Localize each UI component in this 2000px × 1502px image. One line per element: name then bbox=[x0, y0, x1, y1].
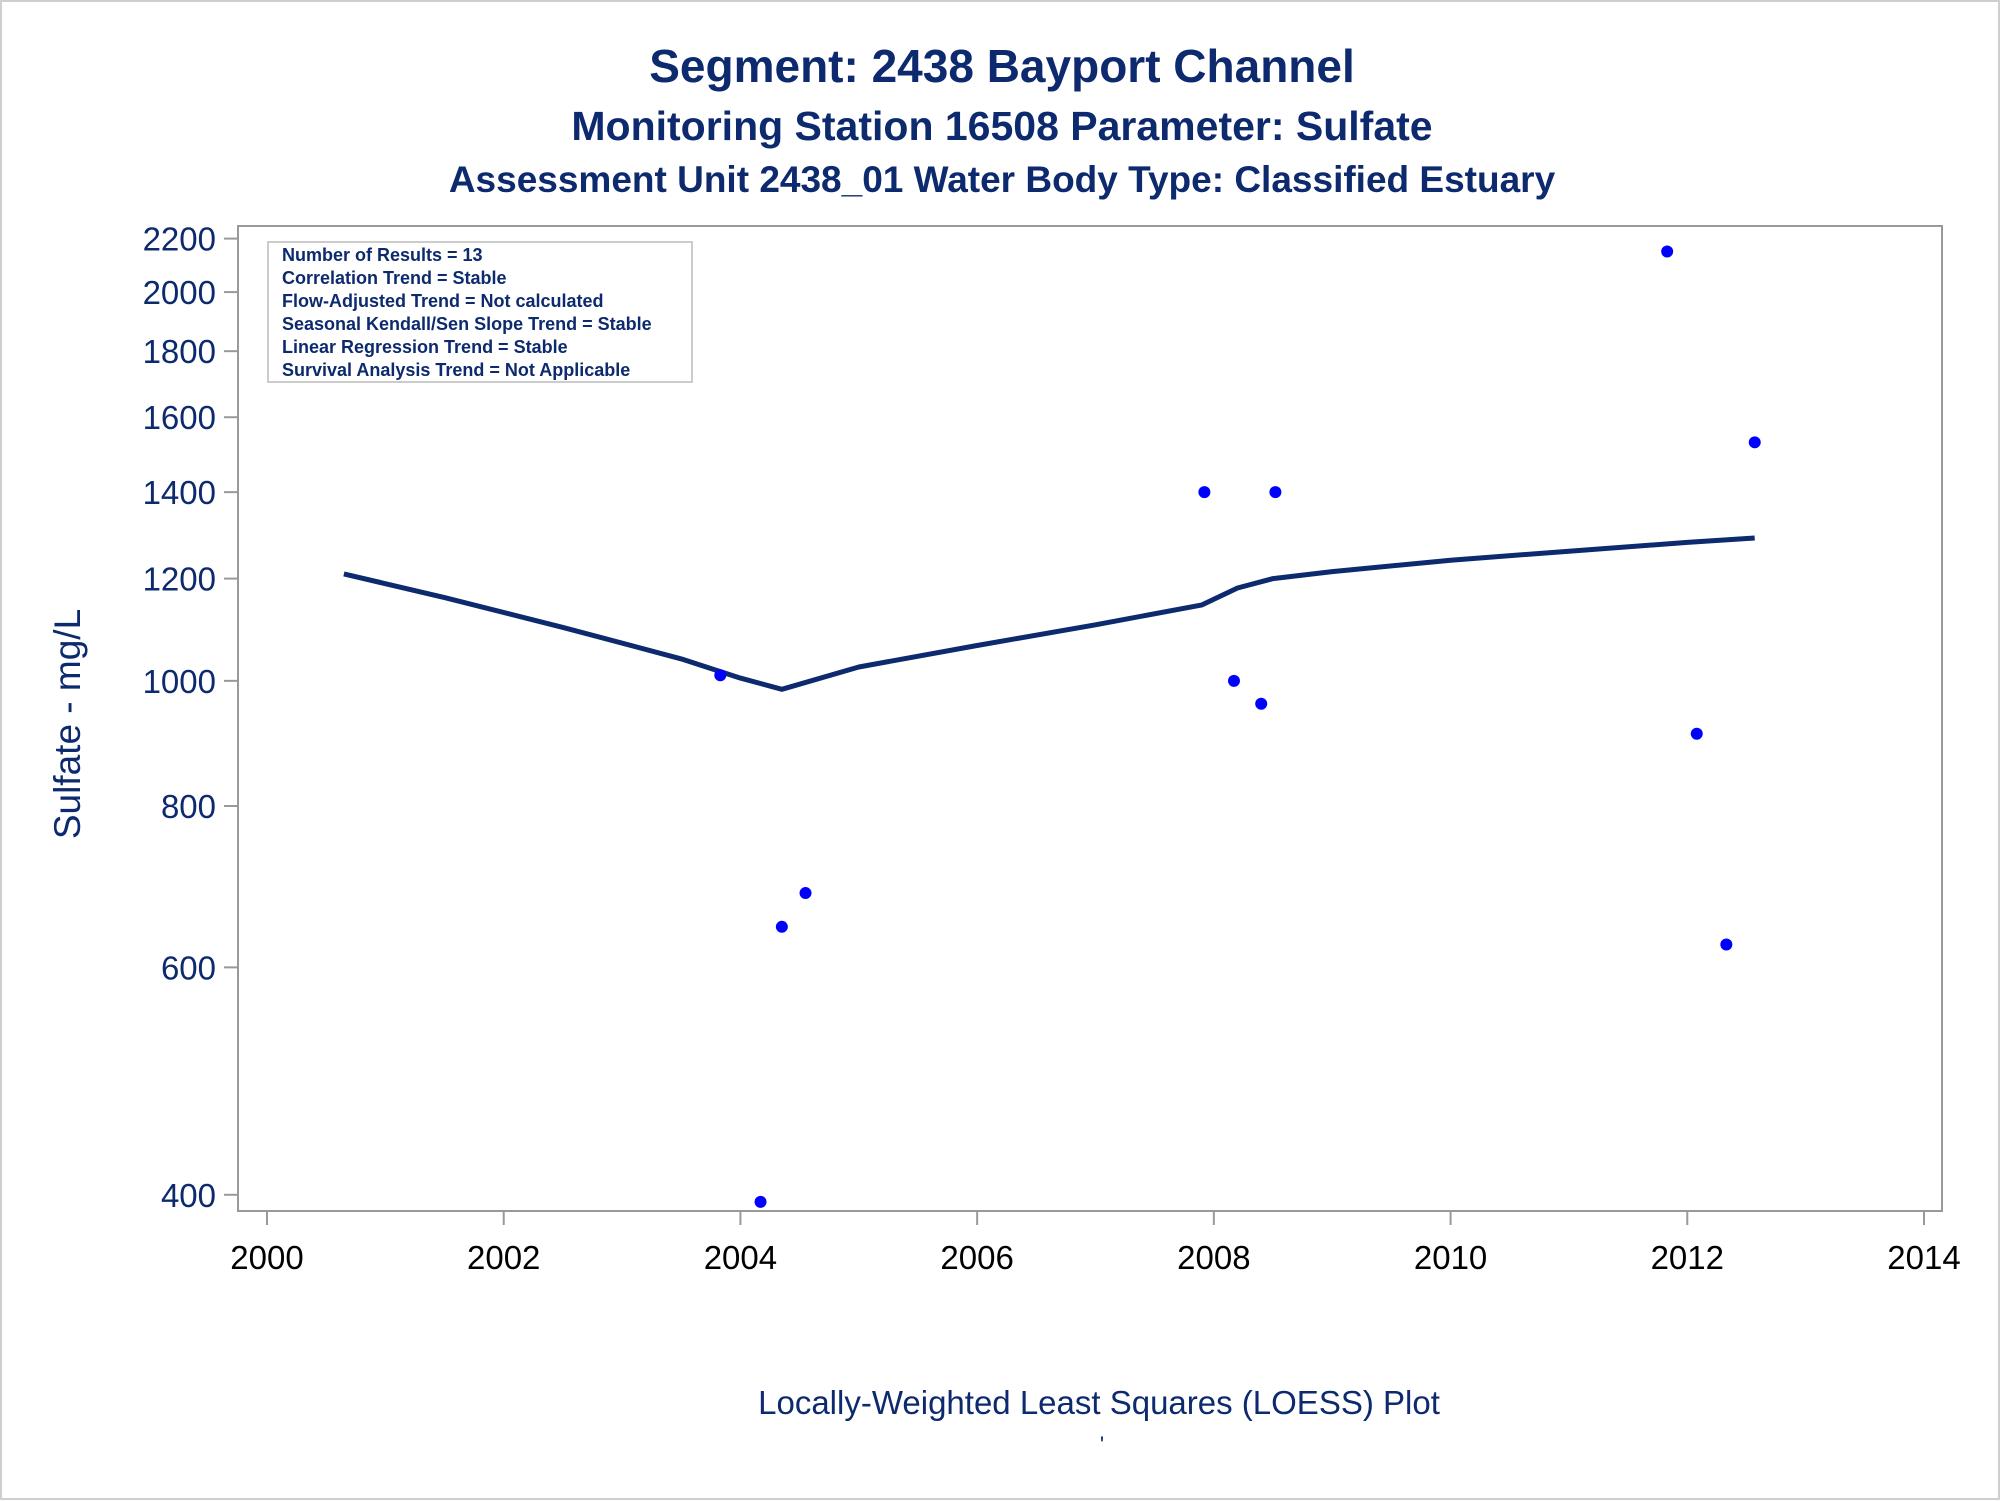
y-axis-title: Sulfate - mg/L bbox=[47, 609, 88, 839]
x-tick-label-2000: 2000 bbox=[230, 1239, 303, 1276]
stats-line-flow-adjusted: Flow-Adjusted Trend = Not calculated bbox=[282, 291, 604, 311]
data-point-11 bbox=[1690, 727, 1703, 740]
loess-line bbox=[343, 535, 1755, 692]
plot-area bbox=[237, 225, 1943, 1212]
loess-line-layer bbox=[343, 535, 1755, 692]
y-tick-label-1400: 1400 bbox=[143, 474, 216, 511]
data-point-6 bbox=[1198, 486, 1211, 499]
data-point-8 bbox=[1255, 697, 1268, 710]
chart-subtitle-station: Monitoring Station 16508 Parameter: Sulf… bbox=[571, 103, 1432, 149]
data-point-12 bbox=[1720, 938, 1733, 951]
y-tick-label-1000: 1000 bbox=[143, 663, 216, 700]
x-tick-label-2002: 2002 bbox=[467, 1239, 540, 1276]
stats-line-seasonal-kendall: Seasonal Kendall/Sen Slope Trend = Stabl… bbox=[282, 314, 652, 334]
x-tick-label-2014: 2014 bbox=[1887, 1239, 1960, 1276]
stats-line-correlation: Correlation Trend = Stable bbox=[282, 268, 507, 288]
stats-box-frame bbox=[267, 241, 693, 383]
x-tick-label-2008: 2008 bbox=[1177, 1239, 1250, 1276]
x-tick-label-2004: 2004 bbox=[704, 1239, 777, 1276]
data-point-4 bbox=[775, 920, 788, 933]
chart-subtitle-assessment: Assessment Unit 2438_01 Water Body Type:… bbox=[449, 159, 1556, 200]
y-tick-label-1200: 1200 bbox=[143, 561, 216, 598]
x-axis: 2000 2002 2004 2006 2008 2010 2012 2014 bbox=[230, 1211, 1961, 1276]
stats-line-linear-regression: Linear Regression Trend = Stable bbox=[282, 337, 568, 357]
footer-caption: Locally-Weighted Least Squares (LOESS) P… bbox=[758, 1384, 1440, 1421]
footer-mark: ' bbox=[1100, 1432, 1104, 1457]
y-tick-label-1600: 1600 bbox=[143, 399, 216, 436]
stats-box: Number of Results = 13 Correlation Trend… bbox=[267, 241, 693, 383]
data-point-13 bbox=[1748, 436, 1761, 449]
y-tick-label-1800: 1800 bbox=[143, 333, 216, 370]
data-point-7 bbox=[1227, 674, 1240, 687]
stats-line-results: Number of Results = 13 bbox=[282, 245, 483, 265]
data-point-3 bbox=[754, 1195, 767, 1208]
data-point-5 bbox=[799, 887, 812, 900]
chart-title: Segment: 2438 Bayport Channel bbox=[649, 40, 1355, 92]
y-tick-label-2000: 2000 bbox=[143, 274, 216, 311]
x-tick-label-2012: 2012 bbox=[1651, 1239, 1724, 1276]
data-point-9 bbox=[1269, 486, 1282, 499]
y-axis: 400 600 800 1000 1200 1400 1600 1800 2000 2200 bbox=[143, 221, 238, 1214]
y-tick-label-600: 600 bbox=[161, 949, 216, 986]
y-tick-label-2200: 2200 bbox=[143, 221, 216, 258]
y-tick-label-800: 800 bbox=[161, 788, 216, 825]
data-point-2 bbox=[714, 669, 727, 682]
data-point-10 bbox=[1661, 245, 1674, 258]
x-tick-label-2006: 2006 bbox=[940, 1239, 1013, 1276]
x-tick-label-2010: 2010 bbox=[1414, 1239, 1487, 1276]
stats-line-survival: Survival Analysis Trend = Not Applicable bbox=[282, 360, 630, 380]
y-tick-label-400: 400 bbox=[161, 1177, 216, 1214]
